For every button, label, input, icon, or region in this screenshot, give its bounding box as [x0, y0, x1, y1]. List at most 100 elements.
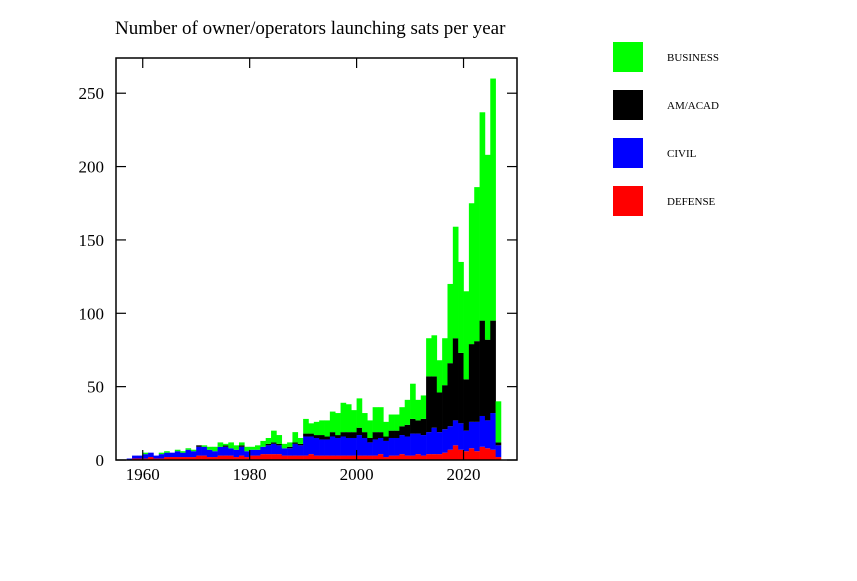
bar-segment: [356, 455, 363, 460]
bar-segment: [335, 413, 341, 436]
bar-segment: [303, 433, 309, 437]
bar-segment: [345, 455, 352, 460]
bar-segment: [329, 455, 336, 460]
bar-segment: [388, 414, 395, 431]
bar-segment: [484, 339, 491, 421]
bar-segment: [276, 445, 283, 455]
bar-segment: [180, 451, 186, 453]
bar-segment: [329, 432, 336, 437]
bar-segment: [148, 452, 154, 458]
bar-segment: [276, 443, 283, 446]
bar-segment: [319, 439, 325, 456]
bar-segment: [206, 446, 213, 450]
bar-segment: [222, 446, 229, 456]
bar-segment: [431, 376, 438, 428]
bar-segment: [436, 454, 443, 460]
legend-label: BUSINESS: [667, 52, 719, 64]
bar-segment: [137, 455, 144, 459]
bar-segment: [372, 439, 379, 456]
bar-segment: [484, 154, 491, 340]
bar-segment: [463, 379, 470, 431]
bar-segment: [458, 423, 464, 450]
bar-segment: [238, 446, 245, 456]
bar-segment: [233, 445, 240, 450]
bar-segment: [490, 78, 496, 321]
bar-segment: [265, 454, 272, 460]
bar-segment: [212, 451, 218, 458]
legend-swatch: [613, 186, 643, 216]
bar-segment: [351, 455, 357, 460]
bar-segment: [356, 435, 363, 456]
bar-segment: [447, 449, 454, 460]
bar-segment: [410, 418, 416, 434]
bar-segment: [351, 437, 357, 456]
legend-label: DEFENSE: [667, 196, 716, 208]
bar-segment: [377, 454, 384, 460]
bar-segment: [431, 335, 438, 377]
bar-segment: [303, 436, 309, 456]
bar-segment: [212, 446, 218, 452]
bar-segment: [351, 410, 357, 433]
bar-segment: [196, 446, 202, 456]
bar-segment: [340, 432, 347, 437]
bar-segment: [244, 451, 250, 458]
bar-segment: [452, 338, 459, 421]
bar-segment: [292, 443, 299, 456]
bar-segment: [372, 407, 379, 433]
bar-segment: [164, 451, 170, 453]
bar-segment: [201, 445, 208, 447]
bar-segment: [351, 432, 357, 438]
bar-segment: [271, 442, 277, 444]
bar-segment: [169, 452, 176, 458]
bar-segment: [308, 423, 315, 434]
bar-segment: [287, 442, 293, 447]
bar-segment: [388, 437, 395, 456]
plot-frame: [115, 57, 518, 461]
bar-segment: [394, 455, 400, 460]
bar-segment: [474, 187, 480, 342]
bar-segment: [361, 455, 368, 460]
bar-segment: [356, 398, 363, 428]
bar-segment: [329, 411, 336, 433]
bar-segment: [324, 455, 331, 460]
bar-segment: [308, 433, 315, 437]
bar-segment: [303, 455, 309, 460]
bar-segment: [383, 421, 389, 437]
bar-segment: [313, 437, 320, 456]
bar-segment: [415, 399, 422, 421]
bar-segment: [361, 413, 368, 433]
bar-segment: [329, 436, 336, 456]
bar-segment: [420, 435, 427, 456]
bar-segment: [415, 433, 422, 455]
bar-segment: [255, 455, 261, 460]
bar-segment: [244, 457, 250, 460]
bar-segment: [377, 407, 384, 433]
bar-segment: [201, 455, 208, 460]
y-tick-label: 0: [96, 451, 105, 470]
bar-segment: [260, 454, 267, 460]
y-tick-label: 200: [79, 158, 105, 177]
bar-segment: [367, 420, 373, 438]
bar-segment: [420, 455, 427, 460]
bar-segment: [164, 457, 170, 460]
bar-segment: [442, 338, 448, 386]
bar-segment: [388, 455, 395, 460]
bar-segment: [463, 291, 470, 380]
bar-segment: [238, 445, 245, 447]
bar-segment: [452, 420, 459, 446]
bar-segment: [217, 446, 224, 456]
bar-segment: [463, 451, 470, 460]
bar-segment: [233, 449, 240, 458]
bar-segment: [426, 432, 432, 455]
bar-segment: [180, 452, 186, 458]
x-tick-label: 1960: [126, 465, 160, 484]
bar-segment: [479, 320, 486, 416]
bar-segment: [410, 455, 416, 460]
bar-segment: [265, 445, 272, 455]
bar-segment: [436, 360, 443, 393]
bar-segment: [212, 457, 218, 460]
bar-segment: [474, 341, 480, 422]
bar-segment: [335, 435, 341, 438]
bar-segment: [468, 448, 475, 460]
bar-segment: [244, 446, 250, 452]
